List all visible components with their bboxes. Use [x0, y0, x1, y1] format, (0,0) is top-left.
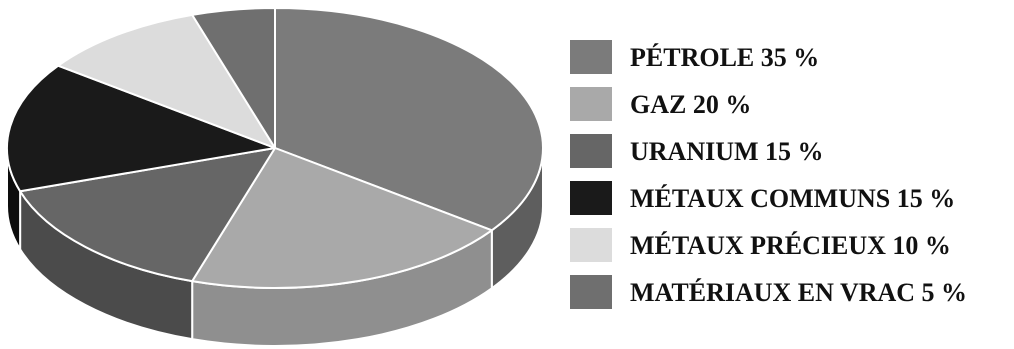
pie-slice-petrole-35: [274, 7, 544, 232]
legend-swatch: [570, 228, 612, 262]
pie-slice-gaz-20: [191, 147, 493, 289]
legend-label: MÉTAUX PRÉCIEUX 10 %: [630, 231, 951, 260]
pie-slice-metaux-precieux-10: [57, 13, 276, 149]
pie-top-layer: [6, 7, 544, 289]
legend-item-materiaux-en-vrac-5: MATÉRIAUX EN VRAC 5 %: [570, 275, 967, 309]
pie-slice-metaux-communs-15: [6, 64, 276, 193]
legend-label: PÉTROLE 35 %: [630, 43, 819, 72]
legend-swatch: [570, 275, 612, 309]
legend-swatch: [570, 87, 612, 121]
legend-swatch: [570, 40, 612, 74]
legend-label: MATÉRIAUX EN VRAC 5 %: [630, 278, 967, 307]
legend-label: MÉTAUX COMMUNS 15 %: [630, 184, 955, 213]
legend-swatch: [570, 181, 612, 215]
pie-slice-materiaux-en-vrac-5: [191, 7, 276, 149]
legend-item-gaz-20: GAZ 20 %: [570, 87, 751, 121]
legend: PÉTROLE 35 % GAZ 20 % URANIUM 15 % MÉTAUX C…: [570, 40, 967, 309]
legend-item-petrole-35: PÉTROLE 35 %: [570, 40, 819, 74]
legend-item-metaux-precieux-10: MÉTAUX PRÉCIEUX 10 %: [570, 228, 951, 262]
legend-label: GAZ 20 %: [630, 90, 751, 119]
legend-item-uranium-15: URANIUM 15 %: [570, 134, 824, 168]
legend-label: URANIUM 15 %: [630, 137, 824, 166]
legend-swatch: [570, 134, 612, 168]
legend-item-metaux-communs-15: MÉTAUX COMMUNS 15 %: [570, 181, 955, 215]
